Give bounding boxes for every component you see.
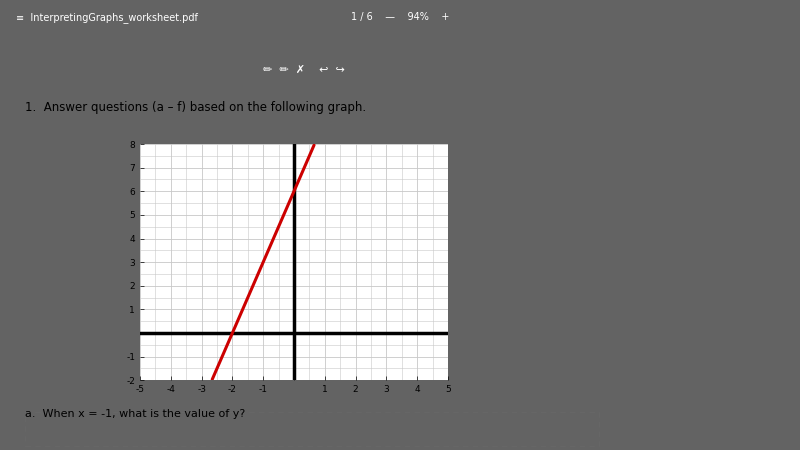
Text: 1 / 6    —    94%    +: 1 / 6 — 94% +: [351, 12, 449, 22]
Bar: [25, 412, 599, 446]
Text: 1.  Answer questions (a – f) based on the following graph.: 1. Answer questions (a – f) based on the…: [25, 101, 366, 114]
Text: a.  When x = -1, what is the value of y?: a. When x = -1, what is the value of y?: [25, 409, 246, 419]
Text: ✏  ✏  ✗    ↩  ↪: ✏ ✏ ✗ ↩ ↪: [263, 65, 345, 75]
Text: ≡  InterpretingGraphs_worksheet.pdf: ≡ InterpretingGraphs_worksheet.pdf: [16, 12, 198, 23]
